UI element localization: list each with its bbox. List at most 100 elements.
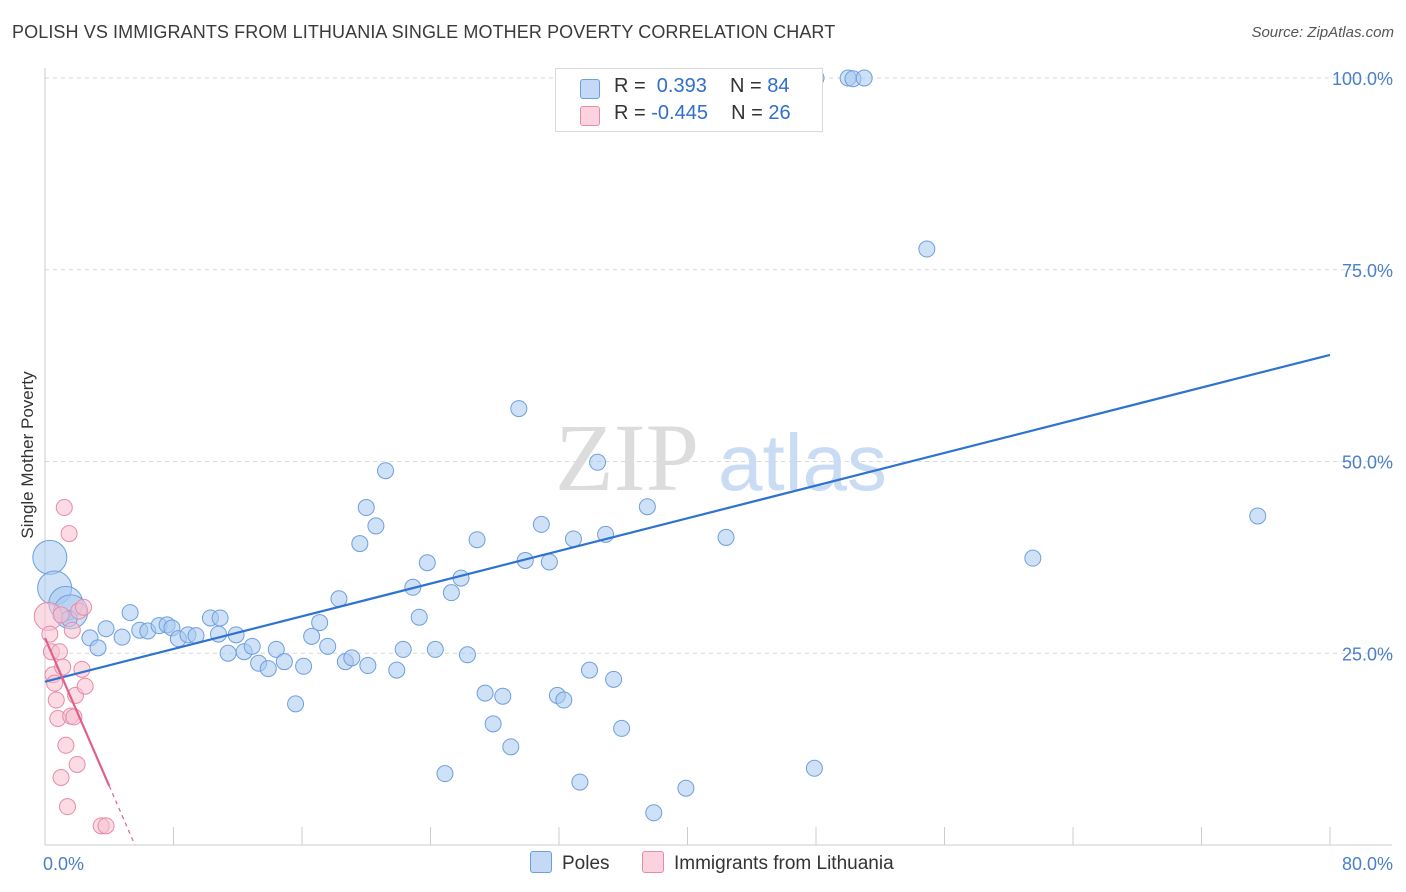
data-point-lithuania xyxy=(57,736,75,754)
data-point-lithuania xyxy=(60,525,78,543)
y-tick-label: 50.0% xyxy=(1342,453,1393,473)
data-point-lithuania xyxy=(68,755,86,773)
data-point-poles xyxy=(571,773,589,791)
legend-r-label: R = xyxy=(614,102,646,124)
bottom-legend-swatch-poles xyxy=(530,851,552,873)
legend-swatch-poles xyxy=(580,79,600,99)
y-tick-label: 100.0% xyxy=(1332,69,1393,89)
data-point-poles xyxy=(476,684,494,702)
chart-title: POLISH VS IMMIGRANTS FROM LITHUANIA SING… xyxy=(12,22,836,42)
bottom-legend-label-lithuania: Immigrants from Lithuania xyxy=(674,853,894,874)
axes xyxy=(44,68,1392,846)
data-point-poles xyxy=(605,670,623,688)
legend-swatch-lithuania xyxy=(580,106,600,126)
data-point-poles xyxy=(121,604,139,622)
bottom-legend-label-poles: Poles xyxy=(562,853,610,874)
data-point-poles xyxy=(89,639,107,657)
data-point-poles xyxy=(319,637,337,655)
data-point-poles xyxy=(311,614,329,632)
legend-n-label: N = xyxy=(731,102,763,124)
data-point-lithuania xyxy=(76,677,94,695)
legend-r-value: 0.393 xyxy=(651,75,707,97)
data-point-poles xyxy=(638,498,656,516)
watermark-atlas: atlas xyxy=(718,418,887,507)
data-point-poles xyxy=(275,653,293,671)
data-point-poles xyxy=(613,719,631,737)
data-point-poles xyxy=(468,531,486,549)
data-point-lithuania xyxy=(97,817,115,835)
data-point-poles xyxy=(343,649,361,667)
data-point-poles xyxy=(1024,549,1042,567)
y-tick-label: 25.0% xyxy=(1342,644,1393,664)
data-point-poles xyxy=(581,661,599,679)
data-point-poles xyxy=(510,400,528,418)
data-point-poles xyxy=(267,640,285,658)
data-point-poles xyxy=(855,69,873,87)
chart-source: Source: ZipAtlas.com xyxy=(1251,24,1394,41)
data-point-poles xyxy=(295,657,313,675)
data-point-poles xyxy=(494,687,512,705)
data-point-poles xyxy=(97,620,115,638)
data-point-lithuania xyxy=(55,499,73,517)
data-point-poles xyxy=(388,661,406,679)
watermark: ZIP atlas xyxy=(555,404,887,511)
data-point-poles xyxy=(918,240,936,258)
data-point-poles xyxy=(32,539,68,575)
data-point-poles xyxy=(394,640,412,658)
trend-lines xyxy=(43,353,1331,846)
data-point-lithuania xyxy=(52,606,70,624)
data-point-poles xyxy=(418,554,436,572)
data-point-lithuania xyxy=(63,621,81,639)
x-tick-label: 0.0% xyxy=(43,854,84,874)
data-point-poles xyxy=(357,499,375,517)
data-point-poles xyxy=(426,640,444,658)
data-point-poles xyxy=(502,738,520,756)
trend-line-lithuania xyxy=(43,637,111,787)
data-point-lithuania xyxy=(52,769,70,787)
tick-labels: 25.0% 50.0% 75.0% 100.0% 0.0% 80.0% xyxy=(43,69,1393,874)
data-point-poles xyxy=(589,453,607,471)
x-tick-label: 80.0% xyxy=(1342,854,1393,874)
data-point-poles xyxy=(532,515,550,533)
data-point-poles xyxy=(555,691,573,709)
data-point-lithuania xyxy=(75,598,93,616)
trend-line-lithuania-extension xyxy=(108,785,136,846)
data-point-poles xyxy=(717,528,735,546)
data-point-poles xyxy=(113,628,131,646)
data-point-poles xyxy=(259,660,277,678)
data-point-poles xyxy=(377,462,395,480)
data-point-poles xyxy=(303,627,321,645)
data-point-poles xyxy=(645,804,663,822)
data-point-poles xyxy=(677,779,695,797)
data-point-poles xyxy=(359,657,377,675)
legend-n-value: 84 xyxy=(767,75,790,97)
legend-n-value: 26 xyxy=(768,102,791,124)
data-point-poles xyxy=(442,584,460,602)
data-point-poles xyxy=(564,530,582,548)
data-point-poles xyxy=(484,715,502,733)
data-point-poles xyxy=(243,637,261,655)
legend-n-label: N = xyxy=(729,75,762,97)
bottom-legend-poles: Poles xyxy=(530,851,610,875)
data-point-poles xyxy=(458,646,476,664)
watermark-zip: ZIP xyxy=(555,404,699,511)
data-point-poles xyxy=(540,553,558,571)
series-lithuania xyxy=(33,499,115,835)
data-point-poles xyxy=(219,644,237,662)
data-point-poles xyxy=(351,535,369,553)
legend-r-value: -0.445 xyxy=(651,102,708,124)
data-point-lithuania xyxy=(58,798,76,816)
data-point-lithuania xyxy=(47,691,65,709)
data-point-poles xyxy=(1249,507,1267,525)
data-point-poles xyxy=(410,608,428,626)
data-point-poles xyxy=(211,609,229,627)
legend-r-label: R = xyxy=(614,75,646,97)
bottom-legend-lithuania: Immigrants from Lithuania xyxy=(642,851,894,875)
correlation-legend: R = 0.393 N = 84 R = -0.445 N = 26 xyxy=(555,68,823,132)
data-point-poles xyxy=(367,517,385,535)
grid-lines xyxy=(45,77,1392,654)
bottom-legend-swatch-lithuania xyxy=(642,851,664,873)
y-axis-title: Single Mother Poverty xyxy=(18,371,37,539)
y-tick-label: 75.0% xyxy=(1342,261,1393,281)
data-point-lithuania xyxy=(73,660,91,678)
